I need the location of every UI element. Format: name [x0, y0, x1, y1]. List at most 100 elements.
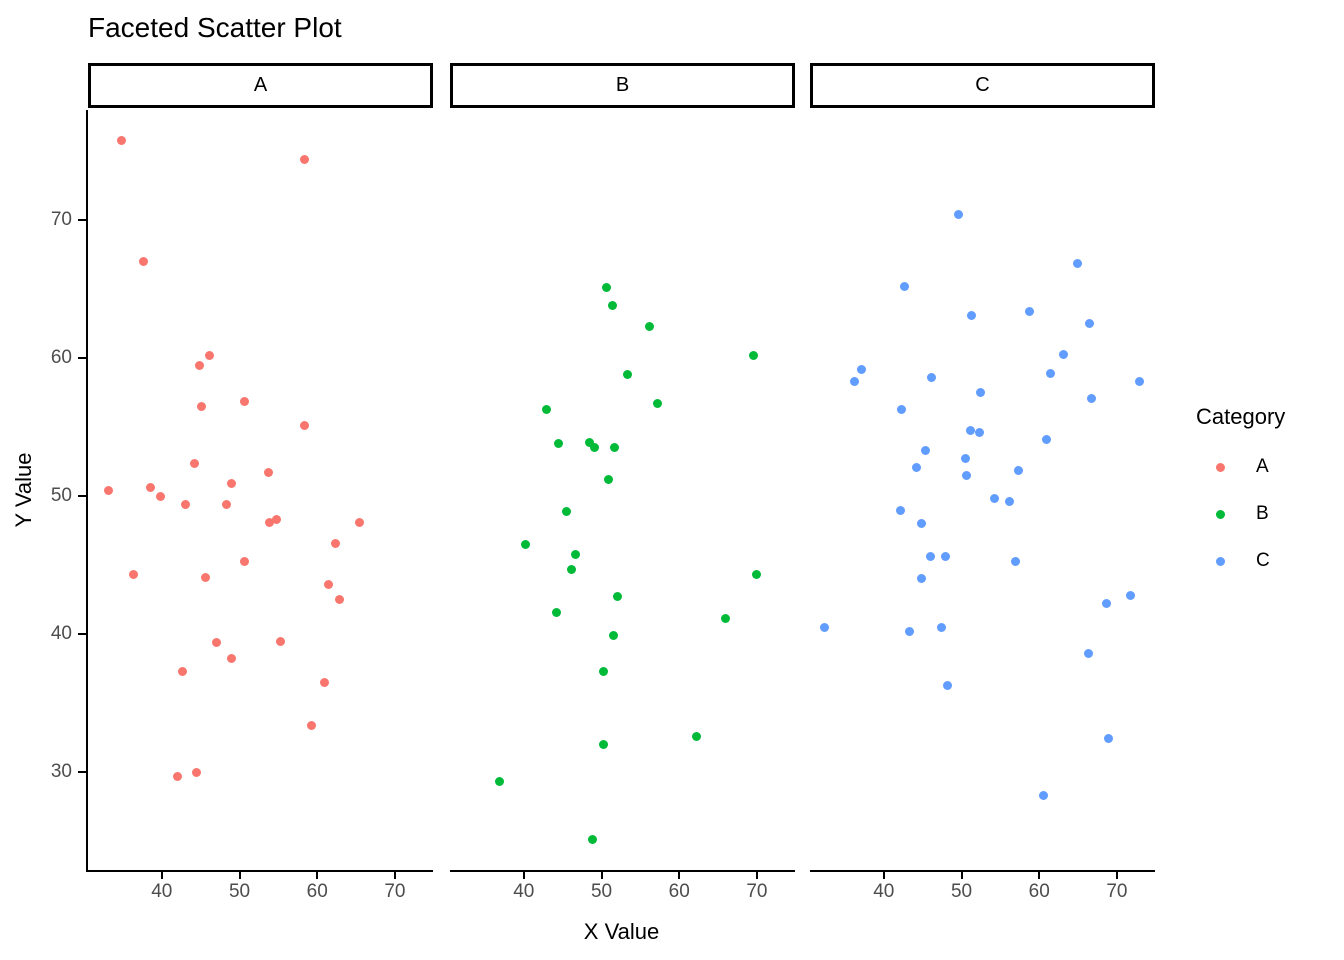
x-tick-label: 50: [228, 881, 251, 902]
data-point: [240, 556, 250, 566]
y-tick-label: 60: [50, 347, 72, 369]
data-point: [897, 404, 907, 414]
data-point: [588, 835, 598, 845]
data-point: [300, 155, 310, 165]
data-point: [609, 631, 619, 641]
data-point: [307, 720, 317, 730]
data-point: [300, 421, 310, 431]
data-point: [271, 515, 281, 525]
data-point: [128, 570, 138, 580]
data-point: [748, 351, 758, 361]
facet-strip-c: C: [810, 63, 1155, 108]
data-point: [263, 468, 273, 478]
data-point: [355, 517, 365, 527]
x-axis-title: X Value: [583, 919, 660, 944]
data-point: [180, 499, 190, 509]
x-tick: [522, 872, 525, 879]
data-point: [331, 538, 341, 548]
data-point: [1086, 393, 1096, 403]
x-tick-label: 40: [151, 881, 173, 902]
x-tick-label: 60: [668, 881, 690, 902]
data-point: [1072, 258, 1082, 268]
y-axis-line: [86, 110, 88, 872]
data-point: [191, 767, 201, 777]
data-point: [917, 574, 927, 584]
y-tick-label: 40: [50, 623, 72, 645]
data-point: [645, 322, 655, 332]
y-tick: [78, 771, 86, 774]
facet-strip-a: A: [88, 63, 433, 108]
y-tick: [78, 219, 86, 222]
x-tick: [316, 872, 319, 879]
x-tick-label: 70: [1106, 881, 1128, 902]
data-point: [1134, 377, 1144, 387]
data-point: [335, 595, 345, 605]
x-tick-label: 70: [384, 881, 406, 902]
data-point: [721, 614, 731, 624]
data-point: [960, 454, 970, 464]
x-axis-line: [88, 870, 433, 872]
legend-dot: [1216, 509, 1225, 519]
data-point: [520, 539, 530, 549]
data-point: [239, 396, 249, 406]
x-tick-label: 60: [1028, 881, 1050, 902]
data-point: [1010, 556, 1020, 566]
y-tick-label: 70: [50, 209, 72, 231]
data-point: [990, 494, 1000, 504]
data-point: [195, 360, 205, 370]
data-point: [1085, 319, 1095, 329]
data-point: [900, 282, 910, 292]
data-point: [752, 570, 762, 580]
data-point: [541, 404, 551, 414]
data-point: [1103, 734, 1113, 744]
strip-label: B: [615, 74, 630, 96]
legend-item-a: A: [1196, 452, 1269, 482]
data-point: [200, 573, 210, 583]
y-tick: [78, 357, 86, 360]
x-tick: [1115, 872, 1118, 879]
data-point: [196, 402, 206, 412]
x-axis-line: [810, 870, 1155, 872]
y-tick-label: 50: [50, 485, 72, 507]
data-point: [1042, 435, 1052, 445]
data-point: [613, 592, 623, 602]
data-point: [652, 399, 662, 409]
data-point: [204, 351, 214, 361]
data-point: [1084, 648, 1094, 658]
data-point: [940, 552, 950, 562]
y-tick-label: 30: [50, 761, 72, 783]
x-tick: [238, 872, 241, 879]
data-point: [1046, 368, 1056, 378]
data-point: [265, 517, 275, 527]
data-point: [966, 425, 976, 435]
data-point: [598, 666, 608, 676]
data-point: [212, 637, 222, 647]
data-point: [1039, 791, 1049, 801]
data-point: [1126, 591, 1136, 601]
data-point: [602, 283, 612, 293]
data-point: [227, 479, 237, 489]
data-point: [495, 777, 505, 787]
legend-dot: [1216, 556, 1225, 566]
x-tick: [678, 872, 681, 879]
data-point: [610, 443, 620, 453]
data-point: [953, 210, 963, 220]
x-tick: [960, 872, 963, 879]
data-point: [974, 428, 984, 438]
y-axis-title: Y Value: [11, 452, 36, 528]
data-point: [320, 677, 330, 687]
x-tick: [600, 872, 603, 879]
data-point: [1058, 349, 1068, 359]
x-tick: [1038, 872, 1041, 879]
data-point: [138, 257, 148, 267]
data-point: [856, 364, 866, 374]
data-point: [943, 680, 953, 690]
data-point: [584, 437, 594, 447]
data-point: [1025, 306, 1035, 316]
data-point: [1005, 497, 1015, 507]
y-tick: [78, 633, 86, 636]
legend-title: Category: [1196, 404, 1286, 429]
facet-strip-b: B: [450, 63, 795, 108]
data-point: [570, 549, 580, 559]
x-tick: [755, 872, 758, 879]
